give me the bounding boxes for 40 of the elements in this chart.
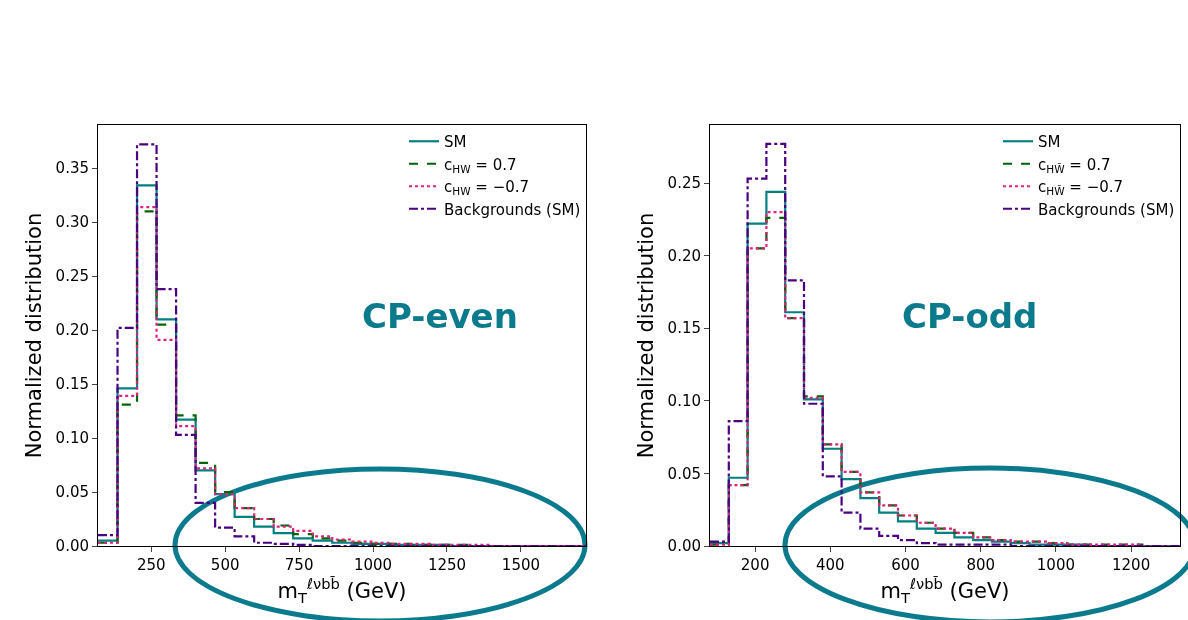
y-tick-label: 0.25 <box>667 174 701 193</box>
legend-label: c$_{HW̃}$ = 0.7 <box>1038 155 1111 175</box>
legend-label: Backgrounds (SM) <box>1038 200 1175 219</box>
legend-label: Backgrounds (SM) <box>444 200 581 219</box>
x-axis-title: m$_{T}$$^{ℓνbb̄}$ (GeV) <box>277 575 407 606</box>
legend-label: c$_{HW}$ = 0.7 <box>444 155 517 175</box>
y-tick-label: 0.15 <box>55 375 89 394</box>
annotation: CP-even <box>362 296 518 336</box>
x-tick-label: 600 <box>891 556 920 574</box>
y-tick-label: 0.00 <box>55 537 89 556</box>
x-tick-label: 400 <box>816 556 845 574</box>
x-tick-label: 250 <box>136 556 166 574</box>
y-tick-label: 0.15 <box>667 319 701 338</box>
x-tick-label: 1500 <box>501 556 541 574</box>
legend-label: SM <box>1038 133 1061 152</box>
legend-label: c$_{HW}$ = −0.7 <box>444 178 530 198</box>
x-tick-label: 1250 <box>427 556 467 574</box>
y-tick-label: 0.05 <box>55 483 89 502</box>
y-tick-label: 0.05 <box>667 464 701 483</box>
y-tick-label: 0.20 <box>55 321 89 340</box>
x-tick-label: 1200 <box>1112 556 1151 574</box>
legend-label: c$_{HW̃}$ = −0.7 <box>1038 178 1124 198</box>
x-tick-label: 200 <box>740 556 770 574</box>
annotation: CP-odd <box>902 296 1038 336</box>
x-tick-label: 800 <box>966 556 996 574</box>
x-tick-label: 500 <box>210 556 240 574</box>
x-tick-label: 1000 <box>353 556 393 574</box>
y-tick-label: 0.20 <box>667 246 701 265</box>
y-axis-title: Normalized distribution <box>633 212 658 459</box>
y-tick-label: 0.10 <box>55 429 89 448</box>
x-tick-label: 1000 <box>1036 556 1076 574</box>
y-tick-label: 0.35 <box>55 159 89 178</box>
legend-label: SM <box>444 133 467 152</box>
y-axis-title: Normalized distribution <box>21 212 46 459</box>
x-tick-label: 750 <box>284 556 314 574</box>
y-tick-label: 0.25 <box>55 267 89 286</box>
x-axis-title: m$_{T}$$^{ℓνbb̄}$ (GeV) <box>880 575 1010 606</box>
y-tick-label: 0.30 <box>55 213 89 232</box>
y-tick-label: 0.00 <box>667 537 701 556</box>
y-tick-label: 0.10 <box>667 392 701 411</box>
